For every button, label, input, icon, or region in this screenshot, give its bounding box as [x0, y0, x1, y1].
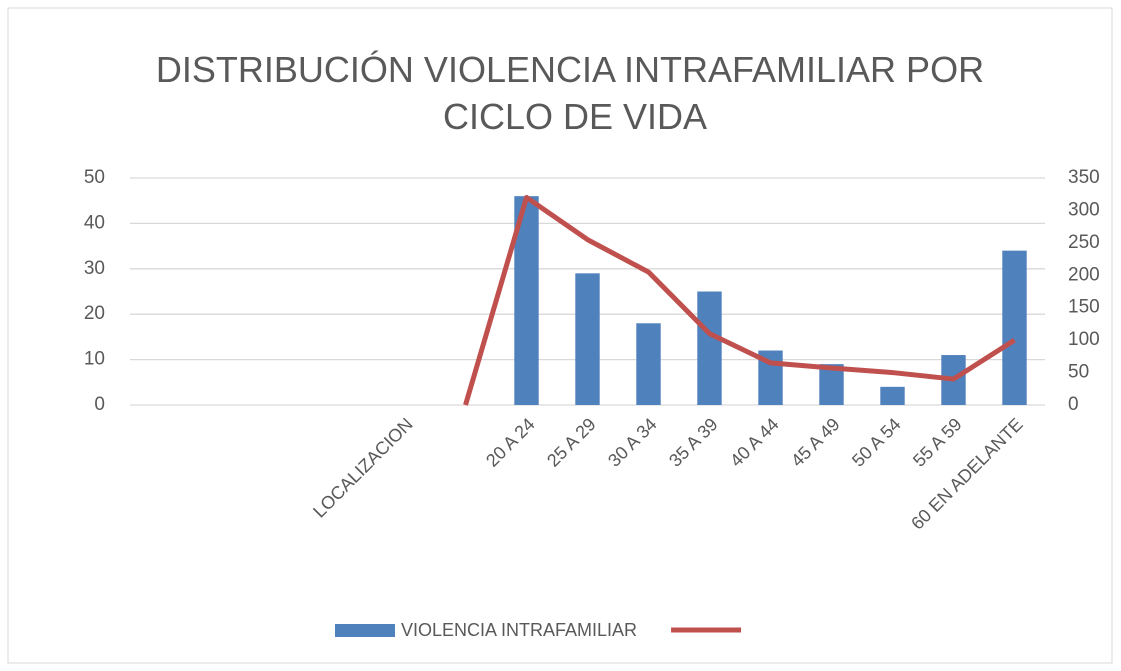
y2-tick-label: 350	[1068, 167, 1100, 188]
bar	[1002, 250, 1027, 405]
y2-tick-label: 250	[1068, 232, 1100, 253]
y2-tick-label: 100	[1068, 329, 1100, 350]
y2-tick-label: 150	[1068, 297, 1100, 318]
y-tick-label: 50	[84, 167, 105, 188]
y2-tick-label: 50	[1068, 362, 1089, 383]
bar	[697, 291, 722, 405]
y-tick-label: 40	[84, 212, 105, 233]
title-line: DISTRIBUCIÓN VIOLENCIA INTRAFAMILIAR POR	[156, 49, 984, 90]
y2-tick-label: 300	[1068, 199, 1100, 220]
y-tick-label: 10	[84, 349, 105, 370]
bar	[636, 323, 661, 405]
bar	[880, 386, 905, 405]
y-tick-label: 20	[84, 303, 105, 324]
y-tick-label: 0	[94, 394, 105, 415]
bar	[575, 273, 600, 405]
y2-tick-label: 200	[1068, 264, 1100, 285]
y-tick-label: 30	[84, 258, 105, 279]
chart-title: DISTRIBUCIÓN VIOLENCIA INTRAFAMILIAR POR…	[156, 49, 984, 137]
chart-border	[7, 7, 1113, 664]
y2-tick-label: 0	[1068, 394, 1079, 415]
legend-label: VIOLENCIA INTRAFAMILIAR	[401, 620, 637, 640]
title-line: CICLO DE VIDA	[433, 96, 707, 137]
line	[463, 194, 1016, 406]
legend-swatch	[335, 624, 395, 637]
